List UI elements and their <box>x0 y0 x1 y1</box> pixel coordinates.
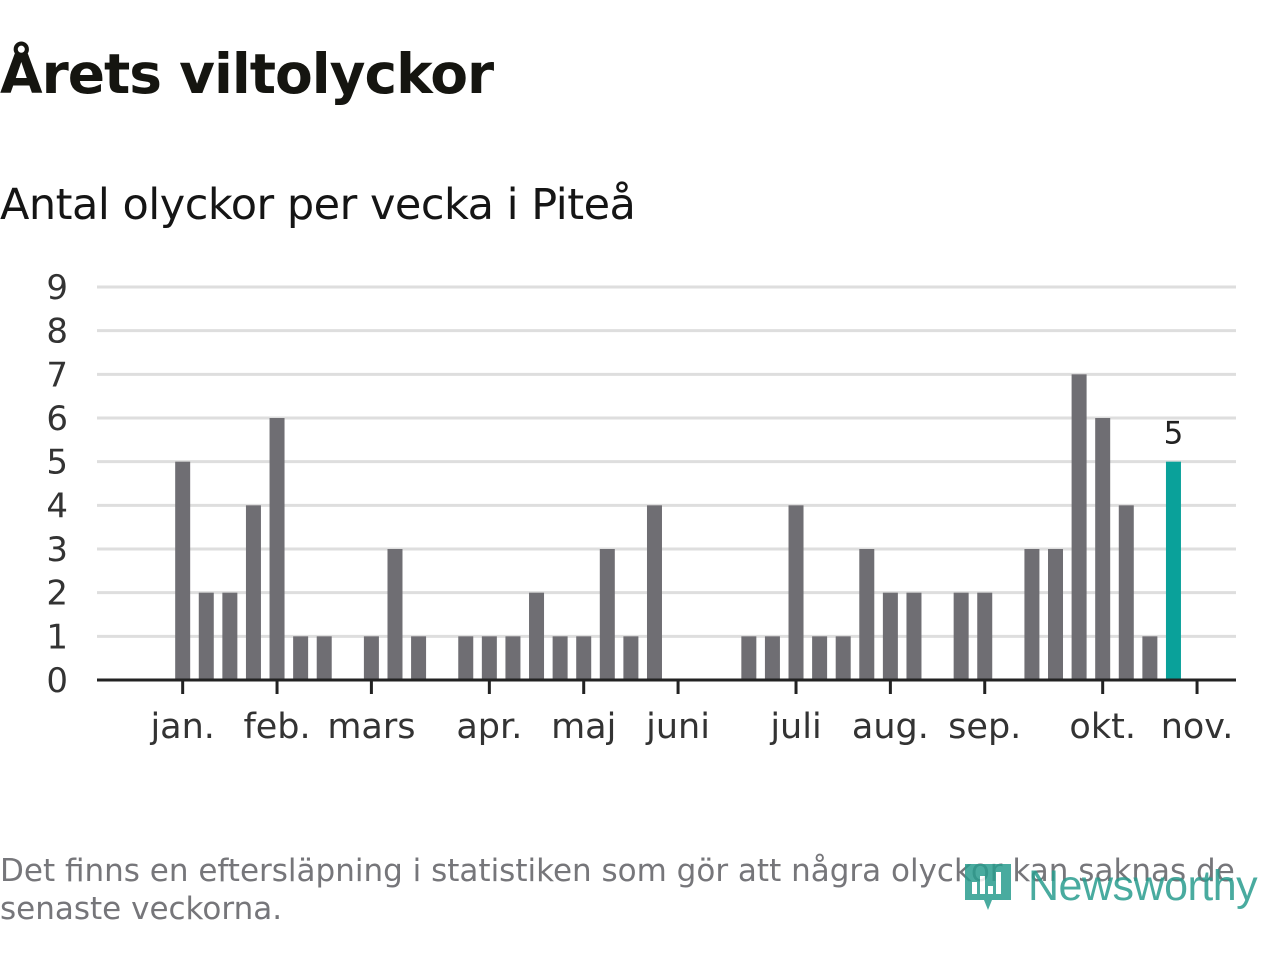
bar-week-21 <box>599 549 615 680</box>
bar-week-39 <box>1024 549 1040 680</box>
x-axis-tick-labels: jan. feb. mars apr. maj juni juli aug. sep. okt. n… <box>149 707 1233 747</box>
bar-week-32 <box>859 549 875 680</box>
bar-week-22 <box>623 636 639 680</box>
grid-lines <box>97 285 1236 638</box>
newsworthy-logo-icon <box>965 864 1011 910</box>
bar-week-17 <box>505 636 521 680</box>
bar-week-15 <box>458 636 474 680</box>
y-tick-label-7: 7 <box>46 355 68 395</box>
y-tick-label-8: 8 <box>46 312 68 352</box>
x-tick-label-juli: juli <box>769 707 821 747</box>
x-tick-label-feb: feb. <box>243 707 310 747</box>
bar-week-45 <box>1165 461 1181 680</box>
bar-week-37 <box>977 592 993 680</box>
bar-week-19 <box>552 636 568 680</box>
x-tick-label-nov: nov. <box>1161 707 1234 747</box>
bar-week-41 <box>1071 374 1087 680</box>
x-tick-label-aug: aug. <box>852 707 929 747</box>
bar-week-6 <box>245 505 261 680</box>
y-tick-label-1: 1 <box>46 617 68 657</box>
bar-week-36 <box>953 592 969 680</box>
data-label-highlight: 5 <box>1164 416 1184 452</box>
bar-week-33 <box>882 592 898 680</box>
bar-week-44 <box>1142 636 1158 680</box>
bar-week-27 <box>741 636 757 680</box>
bar-week-20 <box>576 636 592 680</box>
y-tick-label-9: 9 <box>46 268 68 308</box>
bar-week-34 <box>906 592 922 680</box>
bar-week-8 <box>293 636 309 680</box>
bar-week-31 <box>835 636 851 680</box>
x-tick-label-maj: maj <box>551 707 616 747</box>
footnote: Det finns en eftersläpning i statistiken… <box>0 853 1235 927</box>
y-tick-label-2: 2 <box>46 574 68 614</box>
bar-week-4 <box>198 592 214 680</box>
bar-week-28 <box>764 636 780 680</box>
newsworthy-logo: Newsworthy <box>962 858 1258 914</box>
bar-week-23 <box>646 505 662 680</box>
x-tick-label-jan: jan. <box>149 707 214 747</box>
bar-week-42 <box>1095 418 1111 680</box>
x-tick-label-sep: sep. <box>948 707 1021 747</box>
bar-week-5 <box>222 592 238 680</box>
newsworthy-logo-text: Newsworthy <box>1028 861 1258 910</box>
bar-week-3 <box>175 461 191 680</box>
bar-week-12 <box>387 549 403 680</box>
x-tick-label-juni: juni <box>645 707 710 747</box>
bar-week-43 <box>1118 505 1134 680</box>
y-tick-label-4: 4 <box>46 486 68 526</box>
x-tick-label-mars: mars <box>327 707 415 747</box>
bar-week-11 <box>363 636 379 680</box>
y-tick-label-6: 6 <box>46 399 68 439</box>
bar-week-30 <box>812 636 828 680</box>
bars <box>175 374 1181 680</box>
y-tick-label-0: 0 <box>46 661 68 701</box>
bar-week-40 <box>1048 549 1064 680</box>
bar-week-18 <box>529 592 545 680</box>
bar-week-13 <box>411 636 427 680</box>
chart-title: Årets viltolyckor <box>0 42 494 106</box>
bar-week-9 <box>316 636 332 680</box>
x-tick-label-apr: apr. <box>456 707 522 747</box>
bar-week-7 <box>269 418 285 680</box>
x-tick-label-okt: okt. <box>1069 707 1136 747</box>
bar-week-16 <box>481 636 497 680</box>
y-tick-label-3: 3 <box>46 530 68 570</box>
data-labels: 5 <box>1164 416 1184 452</box>
x-axis <box>97 678 1236 694</box>
y-tick-label-5: 5 <box>46 443 68 483</box>
bar-week-29 <box>788 505 804 680</box>
chart-subtitle: Antal olyckor per vecka i Piteå <box>0 180 636 230</box>
